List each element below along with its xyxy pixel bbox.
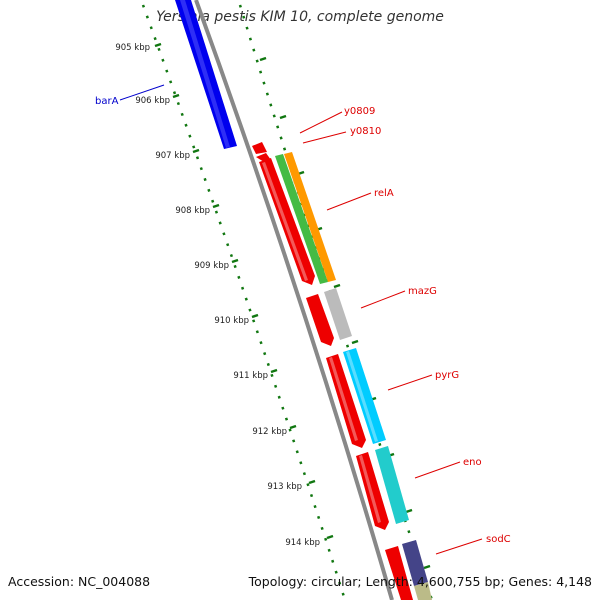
tick-mark	[172, 93, 180, 99]
bar-highlight	[262, 162, 308, 281]
tick-mark	[212, 203, 220, 209]
tick-mark	[154, 42, 162, 48]
tick-mark	[192, 148, 200, 154]
leader-eno	[414, 461, 461, 479]
tick-mark	[308, 479, 316, 485]
tick-mark	[251, 313, 259, 319]
label-leaders	[119, 84, 483, 555]
gene-pyrg-arrow[interactable]	[326, 354, 366, 448]
bar-highlight	[346, 351, 378, 442]
tick-mark	[259, 56, 267, 62]
gray-feature-bar	[324, 288, 352, 340]
gene-label-bara[interactable]: barA	[95, 96, 119, 107]
leader-rela	[326, 192, 372, 211]
tick-mark	[270, 368, 278, 374]
genome-summary: Topology: circular; Length: 4,600,755 bp…	[248, 574, 592, 589]
tick-mark	[279, 114, 287, 120]
leader-y0809	[299, 111, 343, 134]
tick-label: 910 kbp	[214, 316, 249, 326]
major-tick-marks	[154, 42, 431, 570]
gene-label-y0810[interactable]: y0810	[350, 126, 381, 137]
tick-mark	[423, 564, 431, 570]
teal-feature-bar	[375, 446, 409, 524]
tick-labels: 905 kbp 906 kbp 907 kbp 908 kbp 909 kbp …	[115, 43, 320, 548]
annotation-bars	[275, 152, 432, 600]
gene-sodc-arrow[interactable]	[385, 546, 413, 600]
bar-highlights	[262, 162, 381, 523]
tick-label: 905 kbp	[115, 43, 150, 53]
tick-mark	[231, 258, 239, 264]
gene-bara-highlight	[180, 0, 230, 148]
gene-label-pyrg[interactable]: pyrG	[435, 370, 459, 381]
tick-label: 914 kbp	[285, 538, 320, 548]
map-title: Yersinia pestis KIM 10, complete genome	[156, 9, 444, 25]
gene-y0809-arrow[interactable]	[252, 142, 267, 154]
tick-mark	[351, 339, 359, 345]
leader-sodc	[435, 538, 483, 555]
navy-feature-bar	[402, 540, 428, 586]
dotted-guide-arcs	[141, 4, 434, 600]
gene-label-sodc[interactable]: sodC	[486, 534, 511, 545]
tick-label: 912 kbp	[252, 427, 287, 437]
tick-label: 908 kbp	[175, 206, 210, 216]
cyan-feature-bar	[343, 348, 386, 444]
bar-highlight	[359, 455, 381, 523]
tick-label: 911 kbp	[233, 371, 268, 381]
genome-backbone	[194, 0, 394, 600]
gene-label-y0809[interactable]: y0809	[344, 106, 375, 117]
tick-label: 909 kbp	[194, 261, 229, 271]
gene-label-eno[interactable]: eno	[463, 457, 482, 468]
tick-mark	[405, 508, 413, 514]
gene-label-mazg[interactable]: mazG	[408, 286, 437, 297]
leader-pyrg	[387, 374, 433, 391]
olive-feature-bar	[414, 582, 432, 600]
gene-label-rela[interactable]: relA	[374, 188, 394, 199]
leader-y0810	[302, 131, 347, 144]
orange-feature-bar	[284, 152, 336, 282]
bar-highlight	[329, 357, 358, 441]
tick-label: 906 kbp	[135, 96, 170, 106]
accession-label: Accession: NC_004088	[8, 574, 151, 589]
tick-mark	[326, 534, 334, 540]
forward-strand-features	[175, 0, 237, 149]
reverse-strand-features	[252, 142, 413, 600]
leader-mazg	[360, 290, 406, 309]
tick-mark	[289, 424, 297, 430]
gene-eno-arrow[interactable]	[356, 452, 389, 530]
green-feature-bar	[275, 154, 328, 284]
tick-label: 907 kbp	[155, 151, 190, 161]
tick-mark	[333, 283, 341, 289]
gene-labels: barA y0809 y0810 relA mazG pyrG eno sodC	[95, 96, 511, 545]
tick-label: 913 kbp	[267, 482, 302, 492]
gene-mazg-arrow[interactable]	[306, 294, 334, 346]
leader-bara	[119, 84, 165, 101]
gene-bara-arrow[interactable]	[175, 0, 237, 149]
gene-rela-arrow[interactable]	[259, 158, 315, 285]
